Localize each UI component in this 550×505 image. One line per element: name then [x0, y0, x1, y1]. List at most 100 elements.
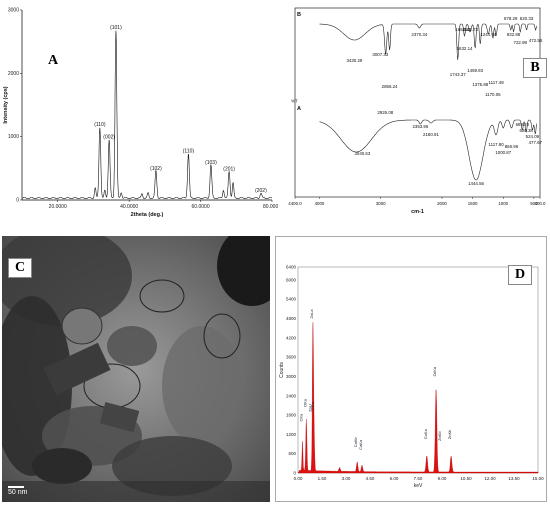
ftir-b-peak-label: 2856.24 — [382, 84, 398, 89]
ftir-series-a-line — [319, 119, 537, 181]
y-tick-label: 600 — [288, 451, 296, 456]
x-tick-label: 10.50 — [460, 476, 472, 481]
xrd-series-line — [21, 30, 273, 199]
peak-label: (110) — [183, 149, 195, 155]
edx-peak-label: CaKa — [358, 439, 363, 450]
y-tick-label: 3000 — [286, 374, 297, 379]
ftir-a-peak-label: 524.09 — [526, 134, 540, 139]
x-tick-label: 15.00 — [532, 476, 544, 481]
tem-image: C 50 nm — [2, 236, 270, 502]
y-axis-title: Intensity (cps) — [3, 86, 9, 123]
ftir-b-peak-label: 1654.25 — [455, 27, 471, 32]
ftir-a-peak-label: 1000.87 — [495, 150, 511, 155]
ftir-b-peak-label: 1117.48 — [488, 80, 504, 85]
edx-chart: 0 600 1200 1800 2400 3000 3600 4200 4800 5400 6000… — [279, 265, 544, 490]
ftir-panel: %T 4400.0 4000 3000 2000 1500 1000 500 400.0 cm-1… — [285, 0, 547, 228]
ftir-b-peak-label: 878.28 — [504, 16, 518, 21]
series-name-b: B — [297, 12, 301, 18]
x-tick-label: 60.0000 — [192, 204, 210, 210]
x-tick-label: 4400.0 — [288, 201, 302, 206]
ftir-a-peak-label: 3040.63 — [354, 151, 370, 156]
ftir-b-peak-label: 472.56 — [529, 38, 543, 43]
scale-bar: 50 nm — [8, 486, 27, 496]
x-tick-label: 4000 — [315, 201, 325, 206]
x-tick-label: 2000 — [437, 201, 447, 206]
edx-peak-label: ZnLa — [309, 309, 314, 319]
x-tick-label: 4.50 — [366, 476, 375, 481]
ftir-b-peak-label: 2370.34 — [411, 32, 427, 37]
edx-peak-label: ZnLl — [308, 404, 313, 412]
peak-label: (103) — [205, 160, 217, 166]
edx-peak-label: ZnKb — [447, 429, 452, 439]
ftir-a-peak-label: 477.67 — [529, 140, 543, 145]
x-axis-title: cm-1 — [411, 209, 424, 215]
y-axis-title: Counts — [279, 362, 285, 378]
x-tick-label: 6.00 — [390, 476, 399, 481]
y-tick-label: 6400 — [286, 265, 297, 270]
ftir-b-peak-label: 1170.06 — [485, 92, 501, 97]
x-tick-label: 1.50 — [318, 476, 327, 481]
y-tick-label: 2000 — [8, 71, 19, 77]
y-tick-label: 1800 — [286, 413, 297, 418]
ftir-b-peak-label: 1743.37 — [450, 72, 466, 77]
x-tick-label: 0.00 — [294, 476, 303, 481]
series-name-a: A — [297, 106, 301, 112]
ftir-a-peak-label: 2180.91 — [423, 132, 439, 137]
x-tick-label: 9.00 — [438, 476, 447, 481]
edx-peak-label: CuKa — [423, 428, 428, 439]
peak-label: (102) — [150, 166, 162, 172]
ftir-b-peak-label: 1459.93 — [467, 68, 483, 73]
edx-peak-label: ZnKb — [437, 430, 442, 440]
edx-spectrum — [297, 322, 539, 474]
ftir-b-peak-label: 1244.94 — [480, 32, 496, 37]
y-tick-label: 5400 — [286, 297, 297, 302]
y-axis-title: %T — [291, 99, 298, 104]
peak-label: (201) — [223, 166, 235, 172]
y-tick-label: 4200 — [286, 335, 297, 340]
y-tick-label: 0 — [293, 471, 296, 476]
edx-peak-label: OKa — [302, 398, 307, 407]
y-tick-label: 6000 — [286, 277, 297, 282]
ftir-b-peak-label: 1375.88 — [472, 82, 488, 87]
ftir-a-peak-label: 1444.56 — [468, 181, 484, 186]
plot-frame — [297, 266, 539, 474]
ftir-b-peak-label: 832.88 — [507, 32, 521, 37]
y-tick-label: 1200 — [286, 432, 297, 437]
x-tick-label: 3000 — [376, 201, 386, 206]
y-tick-label: 2400 — [286, 393, 297, 398]
edx-peak-label: ZnKa — [432, 366, 437, 376]
ftir-b-peak-label: 620.33 — [520, 16, 534, 21]
plot-frame — [294, 7, 541, 198]
x-tick-label: 40.0000 — [120, 204, 138, 210]
panel-label-c: C — [8, 258, 32, 278]
ftir-a-peak-label: 1117.80 — [488, 142, 504, 147]
ftir-a-peak-label: 866.96 — [505, 144, 519, 149]
y-tick-label: 4800 — [286, 316, 297, 321]
x-tick-label: 1000 — [498, 201, 508, 206]
scale-bar-label: 50 nm — [8, 489, 28, 496]
y-tick-label: 1000 — [8, 134, 19, 140]
panel-label-a: A — [42, 52, 64, 70]
ftir-b-peak-label: 3007.33 — [372, 52, 388, 57]
y-tick-label: 3000 — [8, 8, 19, 14]
y-tick-label: 0 — [16, 198, 19, 204]
x-tick-label: 12.00 — [484, 476, 496, 481]
x-tick-label: 80.0000 — [263, 204, 278, 210]
peak-label: (202) — [255, 188, 267, 194]
edx-panel: 0 600 1200 1800 2400 3000 3600 4200 4800 5400 6000… — [275, 236, 547, 502]
xrd-chart: 0 1000 2000 3000 20.0000 40.0000 60.0000 80.000… — [3, 8, 278, 219]
peak-label: (101) — [110, 25, 122, 31]
peak-label: (110) — [94, 122, 106, 128]
x-tick-label: 1500 — [468, 201, 478, 206]
x-tick-label: 500 — [530, 201, 538, 206]
edx-peak-label: CKa — [298, 413, 303, 422]
edx-peak-label: ClLa — [310, 401, 315, 410]
xrd-panel: 0 1000 2000 3000 20.0000 40.0000 60.0000 80.000… — [0, 0, 278, 228]
panel-label-d: D — [508, 265, 532, 285]
ftir-b-peak-label: 1632.14 — [457, 46, 473, 51]
x-tick-label: 20.0000 — [49, 204, 67, 210]
ftir-b-peak-label: 3430.29 — [346, 58, 362, 63]
scale-bar-line — [8, 486, 24, 488]
ftir-b-peak-label: 1542.73 — [462, 27, 478, 32]
